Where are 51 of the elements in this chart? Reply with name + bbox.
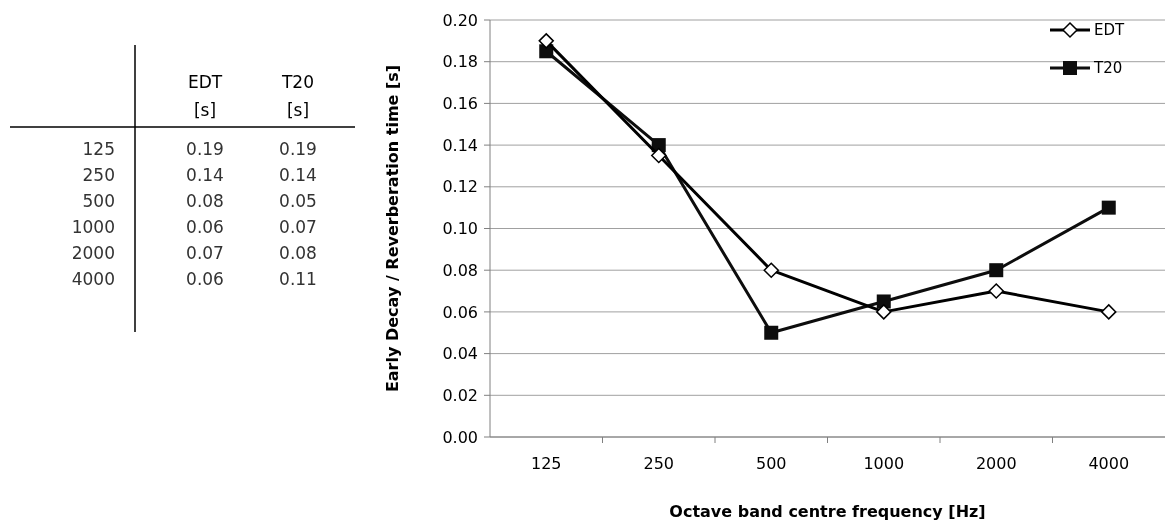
point xyxy=(538,33,554,49)
legend-label: T20 xyxy=(1093,59,1123,78)
y-tick-label: 1000 xyxy=(71,217,115,237)
data-label: 0.05 xyxy=(279,191,317,211)
y-tick-label: 0.20 xyxy=(442,10,478,30)
x-tick-label: 1000 xyxy=(863,454,905,473)
y-tick-label: 0.16 xyxy=(442,94,478,113)
point xyxy=(988,283,1004,299)
data-label: 0.11 xyxy=(279,269,317,289)
y-tick-label: 0.12 xyxy=(442,177,478,197)
data-label: 0.19 xyxy=(186,139,224,159)
data-label: 0.14 xyxy=(279,165,317,185)
y-tick-label: 4000 xyxy=(71,269,115,289)
x-tick-label: 500 xyxy=(755,454,787,473)
y-tick-label: 0.14 xyxy=(442,135,478,155)
y-tick-label: 0.00 xyxy=(442,427,478,447)
x-tick-label: 250 xyxy=(643,454,675,473)
point xyxy=(1101,200,1116,215)
y-axis-title: Early Decay / Reverberation time [s] xyxy=(383,64,402,393)
y-tick-label: 0.04 xyxy=(442,344,478,364)
x-tick-label: T20 [s] xyxy=(280,72,315,120)
y-tick-label: 2000 xyxy=(71,243,115,263)
data-label: 0.07 xyxy=(279,217,317,237)
x-axis-title: Octave band centre frequency [Hz] xyxy=(669,502,986,521)
y-tick-label: 125 xyxy=(82,139,115,159)
data-label: 0.14 xyxy=(186,165,224,185)
point xyxy=(1101,304,1117,320)
data-label: 0.08 xyxy=(186,191,224,211)
legend-label: EDT xyxy=(1094,21,1126,40)
data-label: 0.07 xyxy=(186,243,224,263)
y-tick-label: 0.02 xyxy=(442,385,478,405)
point xyxy=(876,294,891,309)
y-tick-label: 500 xyxy=(82,191,115,211)
point xyxy=(989,263,1004,278)
point xyxy=(763,262,779,278)
data-label: 0.06 xyxy=(186,217,224,237)
point xyxy=(651,147,667,164)
y-tick-label: 0.06 xyxy=(442,302,478,322)
data-label: 0.08 xyxy=(279,243,317,263)
x-tick-label: EDT [s] xyxy=(187,72,223,120)
y-tick-label: 0.08 xyxy=(442,260,478,280)
y-tick-label: 0.18 xyxy=(442,52,478,72)
data-label: 0.06 xyxy=(186,269,224,289)
y-tick-label: 0.10 xyxy=(442,219,478,239)
data-label: 0.19 xyxy=(279,139,317,159)
x-tick-label: 125 xyxy=(530,454,562,473)
point xyxy=(764,325,779,340)
y-tick-label: 250 xyxy=(82,165,115,185)
point xyxy=(876,304,892,320)
x-tick-label: 4000 xyxy=(1088,454,1130,473)
x-tick-label: 2000 xyxy=(975,454,1017,473)
